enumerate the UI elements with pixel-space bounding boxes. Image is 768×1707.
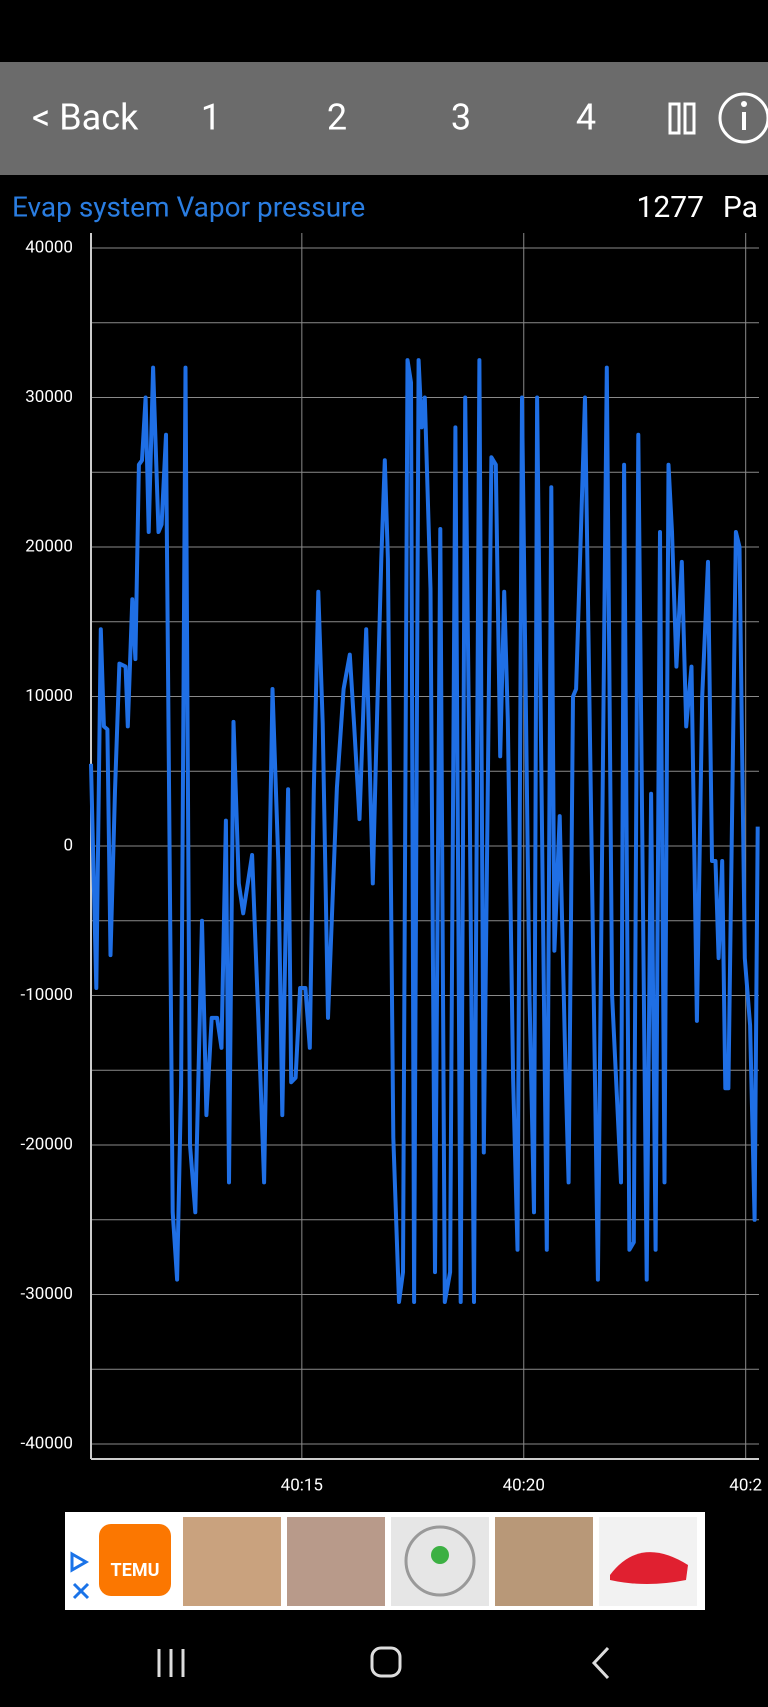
info-button[interactable]	[718, 92, 768, 144]
chart: 40000 30000 20000 10000 0 -10000 -20000 -30000 -…	[21, 233, 762, 1495]
y-tick-label: 40000	[25, 237, 73, 257]
y-tick-label: -40000	[21, 1434, 73, 1454]
home-button[interactable]	[370, 1646, 402, 1678]
chart-title: Evap system Vapor pressure	[12, 190, 365, 223]
recents-button[interactable]	[157, 1649, 185, 1677]
tab[interactable]: 2	[327, 97, 347, 139]
y-tick-label: -30000	[21, 1284, 73, 1304]
x-tick-label: 40:15	[281, 1475, 323, 1495]
toolbar	[0, 62, 768, 175]
y-tick-label: 30000	[25, 387, 73, 407]
x-tick-label: 40:2	[729, 1475, 762, 1495]
current-value: 1277	[637, 190, 704, 225]
tab[interactable]: 1	[201, 97, 221, 139]
y-tick-label: -20000	[21, 1135, 73, 1155]
nav-bar	[157, 1646, 610, 1680]
y-tick-label: 0	[63, 835, 73, 855]
tab[interactable]: 4	[576, 97, 596, 139]
y-tick-label: -10000	[21, 985, 73, 1005]
ad-brand: TEMU	[111, 1560, 160, 1581]
back-button[interactable]: < Back	[32, 97, 139, 139]
tab[interactable]: 3	[451, 97, 471, 139]
y-tick-label: 20000	[25, 536, 73, 556]
data-line	[89, 358, 760, 1304]
pause-button[interactable]	[668, 102, 696, 135]
ad-banner[interactable]: TEMU	[65, 1512, 705, 1610]
x-tick-label: 40:20	[503, 1475, 545, 1495]
y-tick-label: 10000	[25, 686, 73, 706]
back-nav-button[interactable]	[591, 1646, 610, 1680]
unit: Pa	[723, 190, 758, 225]
